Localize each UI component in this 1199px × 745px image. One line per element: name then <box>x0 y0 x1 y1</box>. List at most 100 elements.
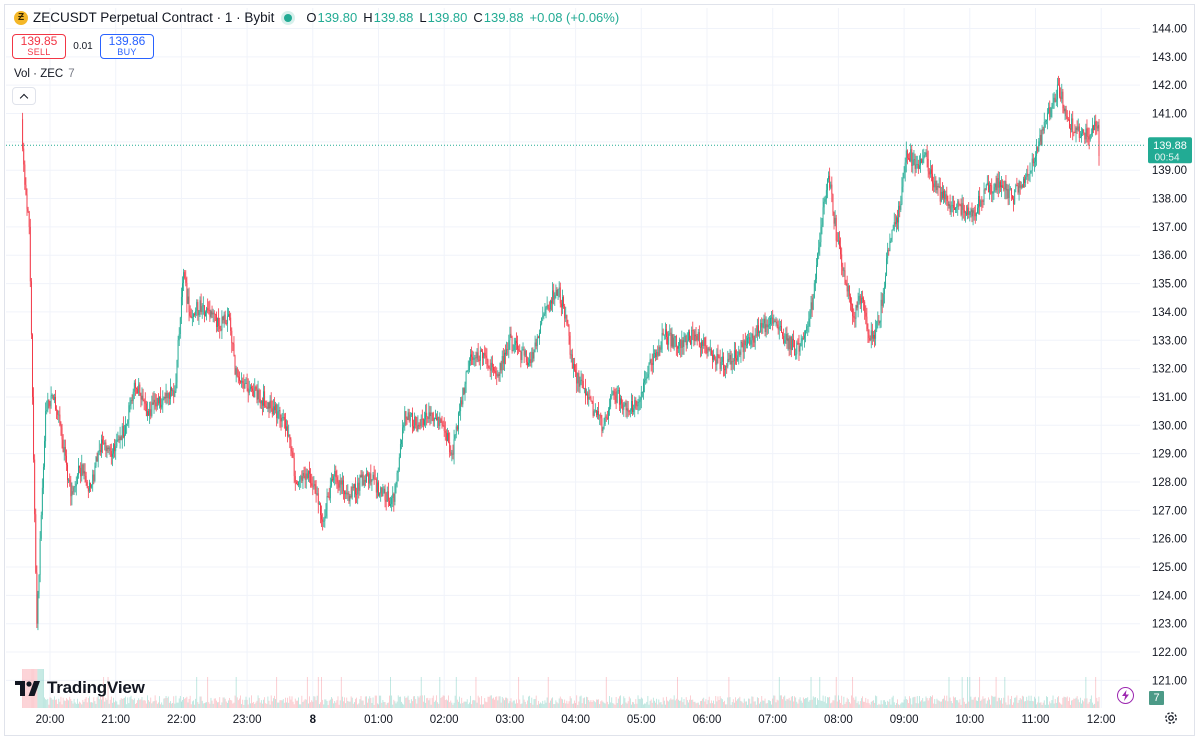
volume-bar <box>544 700 546 708</box>
candle-body <box>867 328 869 334</box>
candle-body <box>529 359 531 363</box>
candle-body <box>986 182 988 186</box>
volume-bar <box>852 677 854 708</box>
symbol-legend[interactable]: Ƶ ZECUSDT Perpetual Contract · 1 · Bybit… <box>14 10 619 25</box>
volume-bar <box>43 669 44 708</box>
volume-bar <box>605 677 607 708</box>
candle-body <box>879 321 881 324</box>
candle-body <box>53 396 55 401</box>
volume-bar <box>954 697 955 708</box>
volume-bar <box>774 695 776 708</box>
candle-body <box>874 334 875 339</box>
candle-body <box>987 182 989 193</box>
candle-body <box>83 471 85 474</box>
market-status-icon[interactable] <box>284 13 293 22</box>
candle-body <box>1081 133 1082 137</box>
candle-body <box>982 201 984 202</box>
volume-bar <box>312 701 314 708</box>
volume-bar <box>269 704 271 708</box>
candle-body <box>556 289 558 296</box>
collapse-legend-button[interactable] <box>12 87 36 105</box>
volume-bar <box>356 697 357 708</box>
candle-body <box>507 349 509 350</box>
volume-bar <box>936 698 938 708</box>
candle-body <box>894 222 896 225</box>
candle-body <box>485 355 487 358</box>
candle-body <box>923 155 925 160</box>
volume-bar <box>1065 697 1067 708</box>
volume-bar <box>179 695 181 708</box>
volume-bar <box>343 701 344 708</box>
candle-body <box>1037 147 1039 152</box>
price-tick-label: 131.00 <box>1152 392 1187 404</box>
bolt-icon[interactable] <box>1117 687 1134 704</box>
price-axis[interactable]: 144.00143.00142.00141.00140.00139.00138.… <box>1152 24 1187 688</box>
volume-bar <box>178 698 180 708</box>
volume-bar <box>161 702 163 708</box>
volume-bar <box>850 703 851 708</box>
volume-bar <box>83 701 85 708</box>
candle-body <box>739 351 741 355</box>
volume-bar <box>449 702 451 708</box>
candle-body <box>383 488 385 494</box>
candle-body <box>632 400 633 412</box>
volume-bar <box>615 697 617 708</box>
symbol-title[interactable]: ZECUSDT Perpetual Contract · 1 · Bybit <box>33 10 275 25</box>
price-tick-label: 142.00 <box>1152 80 1187 92</box>
candle-body <box>170 387 171 399</box>
candle-body <box>311 483 313 486</box>
volume-legend[interactable]: Vol · ZEC 7 <box>14 68 75 80</box>
candle-body <box>381 487 383 496</box>
candle-body <box>282 417 284 418</box>
volume-bar <box>695 703 697 708</box>
price-tick-label: 143.00 <box>1152 52 1187 64</box>
candle-body <box>566 314 568 324</box>
candle-body <box>1014 189 1016 205</box>
volume-bar <box>675 698 677 708</box>
candle-body <box>598 410 600 416</box>
candle-body <box>992 191 994 194</box>
candle-body <box>779 325 781 328</box>
candle-body <box>849 296 851 304</box>
candle-body <box>858 295 860 301</box>
candle-body <box>816 265 817 280</box>
gear-icon[interactable] <box>1163 710 1179 726</box>
candle-body <box>811 302 813 310</box>
volume-bar <box>346 697 348 708</box>
volume-bar <box>554 704 556 708</box>
volume-bar <box>650 699 652 708</box>
volume-bar <box>623 696 625 708</box>
volume-bar <box>58 698 60 708</box>
volume-bar <box>890 704 892 708</box>
volume-bar <box>1018 700 1020 708</box>
candle-body <box>129 404 131 406</box>
volume-bar <box>247 704 249 708</box>
candle-body <box>1046 119 1047 122</box>
candle-body <box>192 314 194 318</box>
buy-button[interactable]: 139.86 BUY <box>100 34 154 59</box>
volume-bar <box>293 704 295 708</box>
candle-body <box>804 335 805 339</box>
volume-bar <box>200 696 202 708</box>
candle-body <box>649 359 651 364</box>
volume-bar <box>787 699 789 708</box>
tradingview-watermark[interactable]: TradingView <box>15 678 145 698</box>
volume-bar <box>113 697 114 708</box>
volume-bar <box>898 704 900 708</box>
volume-bar <box>190 704 192 708</box>
volume-bar <box>1087 703 1089 708</box>
candle-body <box>290 439 292 452</box>
candle-body <box>517 343 519 350</box>
volume-bar <box>395 703 397 708</box>
price-tick-label: 139.00 <box>1152 165 1187 177</box>
candle-body <box>472 356 474 360</box>
time-axis[interactable]: 20:00 21:00 22:00 23:00 8 01:00 02:00 03:00 04:0… <box>36 714 1116 726</box>
sell-button[interactable]: 139.85 SELL <box>12 34 66 59</box>
volume-bar <box>102 695 103 708</box>
candle-body <box>30 281 32 335</box>
volume-bar <box>1005 702 1007 708</box>
volume-bar <box>906 699 908 708</box>
volume-bar <box>202 703 204 708</box>
